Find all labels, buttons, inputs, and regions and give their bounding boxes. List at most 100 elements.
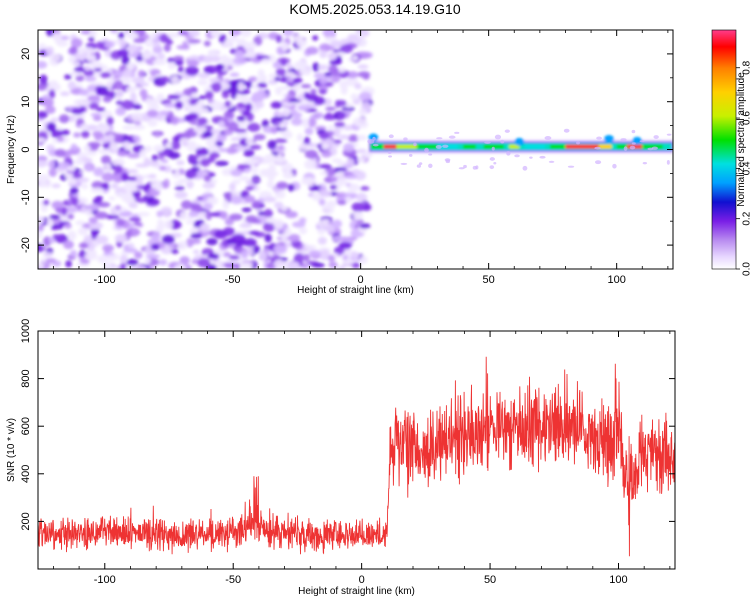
noise-blob	[86, 54, 97, 62]
noise-blob	[101, 182, 110, 190]
noise-blob	[330, 40, 343, 49]
band-speck	[623, 146, 628, 151]
noise-blob	[146, 105, 161, 111]
noise-blob	[130, 112, 143, 123]
noise-blob	[119, 255, 128, 264]
noise-blob	[90, 61, 103, 69]
spectrogram-xtick-label: 100	[607, 274, 625, 286]
noise-blob	[106, 133, 116, 143]
band-speck	[372, 136, 376, 141]
noise-blob	[203, 40, 211, 47]
snr-xtick-label: 0	[359, 574, 365, 586]
noise-blob	[352, 210, 364, 221]
noise-blob	[191, 259, 199, 265]
noise-blob	[193, 126, 207, 134]
noise-blob	[211, 55, 222, 63]
noise-blob	[340, 44, 353, 54]
noise-blob	[318, 88, 327, 95]
noise-blob	[134, 197, 148, 203]
noise-blob	[352, 117, 367, 127]
snr-xtick-label: 50	[484, 574, 496, 586]
noise-blob	[335, 99, 347, 107]
spectrogram-ytick-label: -10	[20, 189, 32, 205]
noise-blob	[48, 167, 57, 177]
noise-blob	[146, 254, 161, 259]
noise-blob	[38, 262, 44, 269]
noise-blob	[261, 92, 269, 99]
signal-band	[368, 133, 673, 154]
noise-blob	[77, 47, 84, 55]
noise-blob	[124, 180, 137, 186]
spectrogram-xtick-label: -50	[225, 274, 241, 286]
noise-blob	[115, 100, 123, 105]
noise-blob	[241, 249, 249, 259]
noise-blob	[68, 46, 78, 55]
noise-blob	[83, 145, 91, 152]
noise-blob	[144, 38, 154, 48]
noise-blob	[350, 251, 360, 260]
noise-blob	[85, 208, 93, 217]
band-speck	[448, 135, 456, 139]
noise-blob	[345, 196, 352, 204]
noise-blob	[360, 101, 372, 111]
spectrogram-ytick-label: 10	[20, 96, 32, 108]
noise-blob	[45, 105, 56, 114]
noise-blob	[248, 230, 260, 236]
noise-blob	[52, 32, 61, 41]
noise-blob	[200, 158, 211, 167]
noise-blob	[167, 61, 176, 70]
signal-band-segment	[524, 144, 545, 149]
noise-blob	[303, 91, 310, 100]
noise-blob	[97, 123, 110, 133]
noise-blob	[245, 186, 255, 191]
noise-blob	[221, 168, 233, 176]
noise-blob	[357, 71, 371, 78]
noise-blob	[128, 217, 142, 222]
noise-blob	[123, 77, 132, 84]
snr-plot: -100 -50 0 50 100 200 400 600 800 1000 Height of …	[6, 319, 676, 597]
noise-blob	[197, 72, 211, 79]
noise-blob	[38, 84, 49, 91]
noise-blob	[195, 144, 202, 149]
noise-blob	[65, 260, 73, 268]
noise-blob	[347, 183, 360, 192]
noise-blob	[227, 121, 239, 132]
noise-blob	[128, 53, 140, 58]
noise-blob	[179, 256, 190, 265]
noise-blob	[78, 242, 89, 249]
noise-blob	[280, 232, 288, 241]
noise-blob	[252, 200, 261, 208]
noise-blob	[68, 114, 76, 123]
noise-blob	[335, 180, 349, 186]
noise-blob	[246, 246, 255, 256]
noise-blob	[312, 62, 320, 72]
noise-blob	[240, 30, 252, 38]
noise-blob	[173, 181, 184, 186]
noise-blob	[161, 234, 175, 244]
noise-blob	[38, 229, 43, 239]
noise-blob	[220, 54, 229, 61]
band-speck	[367, 139, 375, 144]
signal-band-segment	[463, 144, 476, 149]
noise-blob	[117, 32, 125, 39]
noise-blob	[38, 243, 44, 252]
noise-blob	[87, 95, 101, 102]
noise-blob	[266, 180, 274, 189]
band-speck	[454, 131, 460, 134]
noise-blob	[251, 91, 265, 102]
noise-blob	[86, 203, 100, 211]
noise-blob	[137, 69, 145, 78]
noise-blob	[334, 167, 348, 174]
noise-blob	[347, 33, 359, 43]
noise-blob	[187, 39, 201, 44]
noise-blob	[321, 150, 332, 158]
figure-title: KOM5.2025.053.14.19.G10	[289, 1, 461, 17]
noise-blob	[274, 76, 281, 82]
noise-blob	[293, 253, 305, 263]
noise-blob	[192, 249, 200, 254]
colorbar-gradient	[711, 29, 737, 270]
noise-blob	[209, 151, 220, 159]
noise-blob	[209, 212, 222, 217]
colorbar-tick-label: 0.0	[742, 262, 750, 276]
band-speck	[372, 143, 379, 147]
